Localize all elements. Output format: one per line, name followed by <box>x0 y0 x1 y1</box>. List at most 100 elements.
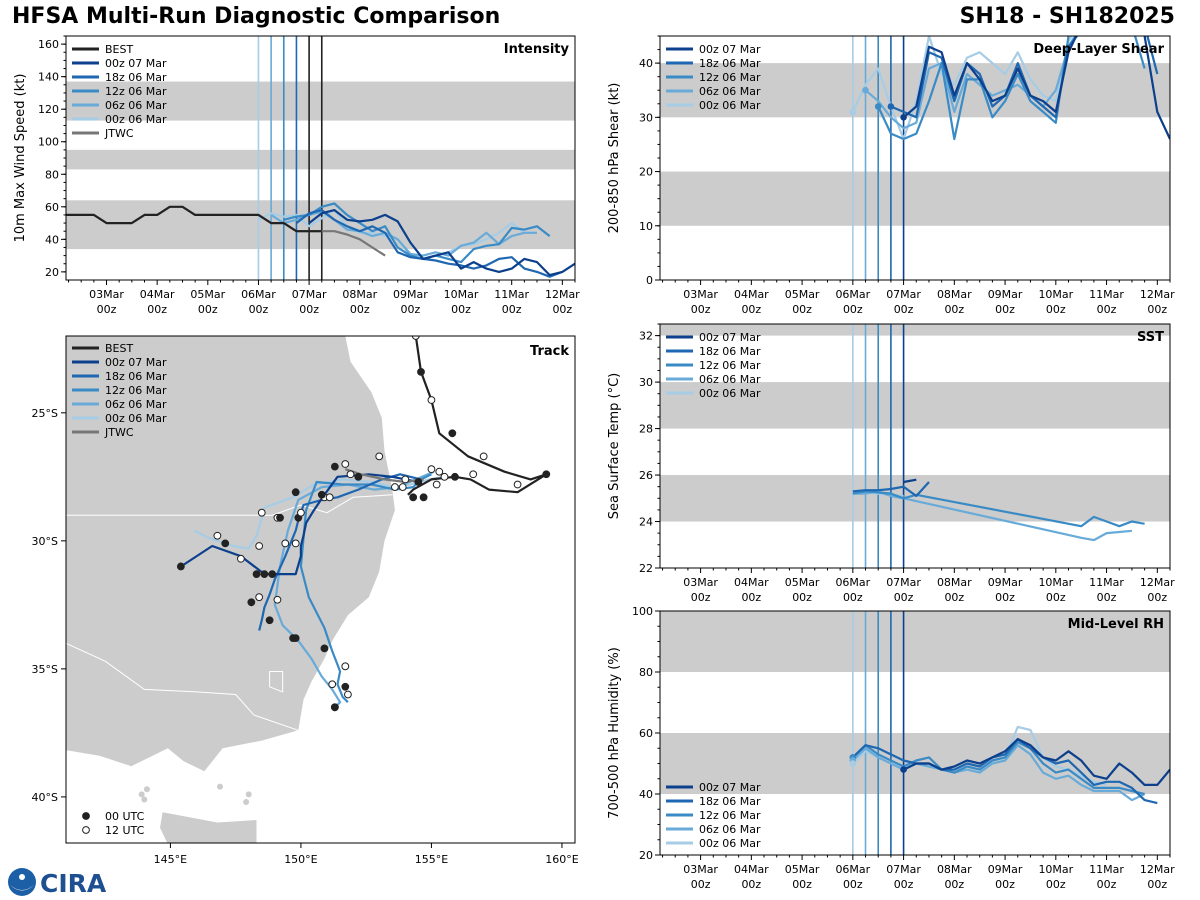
intensity-xtick-label: 12Mar <box>545 288 580 301</box>
intensity-legend-label: 00z 06 Mar <box>105 113 167 126</box>
intensity-xtick-label2: 00z <box>299 303 319 316</box>
rh-title: Mid-Level RH <box>1068 617 1164 632</box>
sst-ytick-label: 22 <box>639 562 653 575</box>
track-marker-00utc <box>354 472 363 481</box>
track-legend-label: JTWC <box>104 426 134 439</box>
shear-xtick-label: 09Mar <box>988 288 1023 301</box>
noaa-emblem-icon <box>8 868 36 896</box>
track-marker-12utc <box>325 493 334 502</box>
track-marker-00utc <box>341 682 350 691</box>
shear-ytick-label: 20 <box>639 166 653 179</box>
shear-legend-label: 12z 06 Mar <box>699 71 761 84</box>
track-marker-00utc <box>451 472 459 481</box>
sst-xtick-label: 11Mar <box>1089 576 1124 589</box>
sst-ytick-label: 24 <box>639 516 653 529</box>
intensity-ytick-label: 80 <box>45 168 59 181</box>
intensity-xtick-label2: 00z <box>350 303 370 316</box>
sst-xtick-label2: 00z <box>894 591 914 604</box>
tasmania-land <box>160 812 257 843</box>
shear-xtick-label2: 00z <box>792 303 812 316</box>
track-marker-12utc <box>435 467 444 476</box>
track-marker-12utc <box>401 475 410 484</box>
shear-xtick-label2: 00z <box>1097 303 1117 316</box>
track-marker-12utc <box>236 554 245 563</box>
track-marker-00utc <box>414 478 423 486</box>
track-marker-12utc <box>346 470 355 479</box>
track-marker-12utc <box>344 690 352 699</box>
shear-ytick-label: 40 <box>639 57 653 70</box>
rh-xtick-label2: 00z <box>995 878 1015 891</box>
track-marker-00utc <box>448 429 457 438</box>
intensity-legend-label: 00z 07 Mar <box>105 57 167 70</box>
rh-xtick-label2: 00z <box>894 878 914 891</box>
shear-series-line <box>890 36 1159 119</box>
shear-band <box>660 171 1170 226</box>
track-marker-legend-label: 00 UTC <box>105 810 145 823</box>
rh-xtick-label: 03Mar <box>683 863 718 876</box>
island <box>143 786 150 793</box>
intensity-ytick-label: 120 <box>38 103 59 116</box>
intensity-legend-label: JTWC <box>104 127 134 140</box>
state-border <box>66 438 393 516</box>
rh-init-dot <box>900 766 907 773</box>
island <box>243 799 250 806</box>
shear-xtick-label: 10Mar <box>1038 288 1073 301</box>
sst-frame <box>659 323 1171 569</box>
shear-init-dot <box>900 114 907 121</box>
rh-legend-label: 12z 06 Mar <box>699 809 761 822</box>
track-marker-12utc <box>427 465 436 474</box>
shear-ytick-label: 0 <box>646 274 653 287</box>
intensity-title: Intensity <box>504 42 570 57</box>
rh-xtick-label2: 00z <box>691 878 711 891</box>
track-marker-legend-symbol <box>82 812 90 820</box>
intensity-ytick-label: 140 <box>38 71 59 84</box>
intensity-xtick-label: 11Mar <box>494 288 529 301</box>
intensity-xtick-label2: 00z <box>249 303 269 316</box>
track-plot-area <box>66 336 551 843</box>
rh-series-line <box>903 737 1170 787</box>
shear-init-dot <box>849 108 857 116</box>
track-ytick-label: 35°S <box>32 663 58 676</box>
sst-band <box>660 324 1170 336</box>
rh-xtick-label: 04Mar <box>734 863 769 876</box>
track-marker-00utc <box>176 562 185 571</box>
sst-ytick-label: 26 <box>639 469 653 482</box>
sst-ytick-label: 32 <box>639 330 653 343</box>
sst-ylabel: Sea Surface Temp (°C) <box>607 373 622 520</box>
intensity-ytick-label: 40 <box>45 233 59 246</box>
track-marker-12utc <box>281 539 290 548</box>
track-marker-00utc <box>268 570 277 579</box>
track-marker-12utc <box>257 508 266 517</box>
sst-plot-area <box>660 324 1170 568</box>
rh-ytick-label: 60 <box>639 727 653 740</box>
rh-series-line <box>852 740 1145 796</box>
track-marker-12utc <box>341 460 350 468</box>
shear-xtick-label: 06Mar <box>835 288 870 301</box>
rh-legend-label: 18z 06 Mar <box>699 795 761 808</box>
track-marker-12utc <box>398 483 407 491</box>
track-marker-00utc <box>542 470 551 479</box>
sst-series-line <box>852 490 1145 528</box>
track-marker-12utc <box>390 483 399 491</box>
rh-xtick-label2: 00z <box>792 878 812 891</box>
track-marker-12utc <box>440 472 449 481</box>
intensity-ytick-label: 20 <box>45 266 59 279</box>
track-marker-12utc <box>255 593 264 602</box>
rh-xtick-label: 12Mar <box>1140 863 1175 876</box>
track-marker-00utc <box>276 513 284 522</box>
shear-xtick-label2: 00z <box>741 303 761 316</box>
intensity-plot-area <box>66 36 575 280</box>
track-legend-label: 00z 07 Mar <box>105 356 167 369</box>
track-marker-00utc <box>247 598 256 607</box>
rh-legend-label: 00z 07 Mar <box>699 781 761 794</box>
sst-xtick-label: 03Mar <box>683 576 718 589</box>
track-marker-00utc <box>417 367 425 376</box>
sst-xtick-label2: 00z <box>1147 591 1167 604</box>
intensity-xtick-label2: 00z <box>451 303 471 316</box>
rh-ytick-label: 80 <box>639 666 653 679</box>
track-xtick-label: 160°E <box>545 853 578 866</box>
intensity-ylabel: 10m Max Wind Speed (kt) <box>13 74 28 243</box>
sst-xtick-label: 08Mar <box>937 576 972 589</box>
intensity-series-line <box>308 209 575 277</box>
